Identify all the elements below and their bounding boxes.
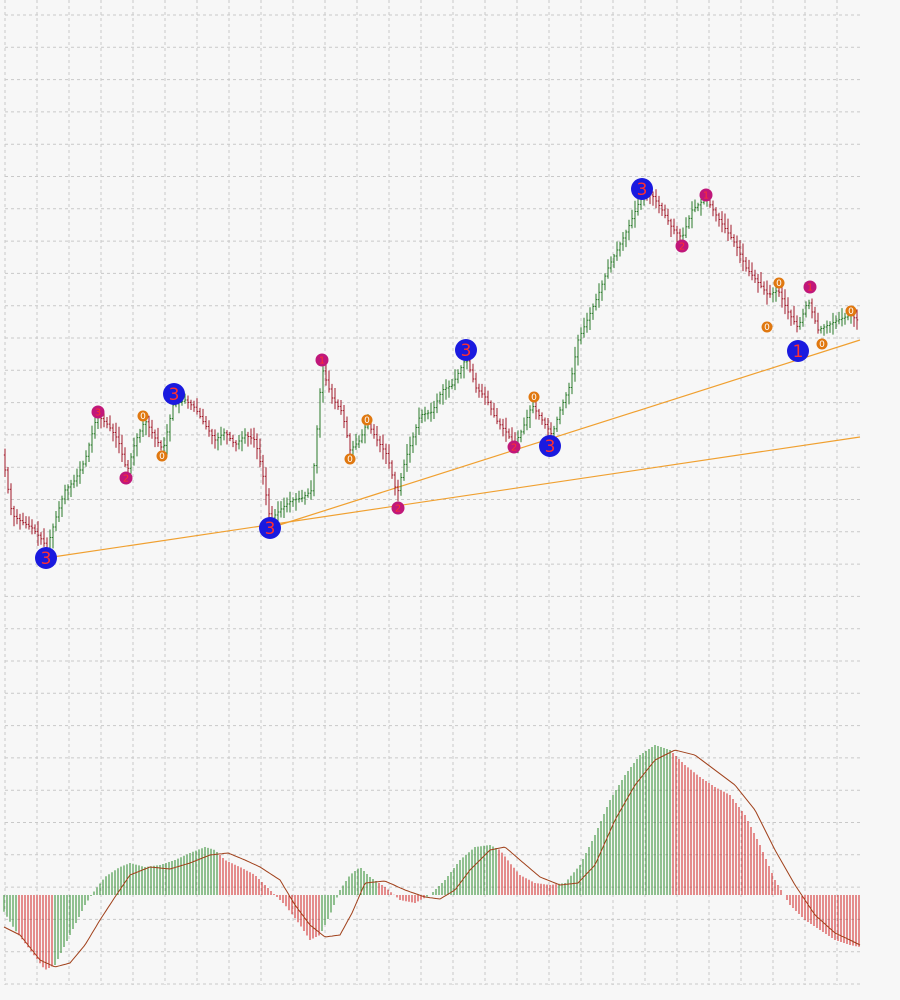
wave-marker-intermediate-label: 1 xyxy=(703,191,709,202)
wave-marker-major: 3 xyxy=(163,383,185,405)
wave-marker-minor-circle xyxy=(156,450,168,462)
wave-marker-minor-circle xyxy=(773,277,785,289)
wave-marker-intermediate-circle xyxy=(507,440,521,454)
wave-marker-intermediate-circle xyxy=(699,188,713,202)
wave-marker-minor-label: 0 xyxy=(776,279,782,289)
wave-marker-major-circle xyxy=(455,339,477,361)
wave-marker-intermediate: 1 xyxy=(315,353,329,367)
wave-marker-major-label: 3 xyxy=(265,519,276,539)
wave-marker-intermediate-circle xyxy=(675,239,689,253)
wave-marker-minor-label: 0 xyxy=(140,412,146,422)
wave-marker-intermediate: 1 xyxy=(803,280,817,294)
wave-marker-major-label: 1 xyxy=(793,342,804,362)
wave-marker-major: 1 xyxy=(787,340,809,362)
wave-marker-intermediate-label: 2 xyxy=(679,242,685,253)
wave-marker-intermediate-label: 2 xyxy=(123,474,129,485)
wave-marker-major-label: 3 xyxy=(545,437,556,457)
wave-marker-minor-label: 0 xyxy=(764,323,770,333)
wave-marker-major-label: 3 xyxy=(169,385,180,405)
trend-line xyxy=(269,339,861,529)
wave-marker-minor-circle xyxy=(137,410,149,422)
oscillator-signal-line xyxy=(3,749,861,968)
wave-marker-major-circle xyxy=(539,435,561,457)
wave-marker-minor: 0 xyxy=(773,277,785,289)
wave-marker-intermediate-circle xyxy=(119,471,133,485)
wave-marker-minor: 0 xyxy=(845,305,857,317)
wave-marker-major: 3 xyxy=(35,547,57,569)
wave-marker-major-circle xyxy=(163,383,185,405)
wave-marker-minor-circle xyxy=(816,338,828,350)
wave-marker-minor-label: 0 xyxy=(819,340,825,350)
wave-marker-intermediate: 1 xyxy=(699,188,713,202)
wave-marker-intermediate: 3 xyxy=(91,405,105,419)
wave-marker-major: 3 xyxy=(631,178,653,200)
wave-marker-major-circle xyxy=(259,517,281,539)
wave-marker-major-circle xyxy=(631,178,653,200)
wave-marker-intermediate-circle xyxy=(803,280,817,294)
wave-marker-minor-label: 0 xyxy=(347,455,353,465)
wave-marker-minor: 0 xyxy=(344,453,356,465)
wave-marker-minor-circle xyxy=(845,305,857,317)
wave-marker-major-circle xyxy=(35,547,57,569)
wave-marker-minor-label: 0 xyxy=(848,307,854,317)
wave-marker-minor: 0 xyxy=(761,321,773,333)
wave-marker-intermediate-circle xyxy=(91,405,105,419)
oscillator-histogram xyxy=(3,745,860,970)
trend-lines xyxy=(45,339,861,559)
wave-marker-intermediate: 2 xyxy=(119,471,133,485)
wave-marker-major-label: 3 xyxy=(41,549,52,569)
wave-marker-intermediate: 2 xyxy=(507,440,521,454)
grid-lines xyxy=(4,0,860,985)
wave-marker-intermediate-label: 1 xyxy=(807,283,813,294)
signal-line xyxy=(3,749,861,968)
wave-marker-intermediate-label: 3 xyxy=(95,408,101,419)
wave-marker-major: 3 xyxy=(455,339,477,361)
wave-marker-major-circle xyxy=(787,340,809,362)
wave-marker-major: 3 xyxy=(539,435,561,457)
wave-marker-major-label: 3 xyxy=(637,180,648,200)
wave-marker-minor: 0 xyxy=(528,391,540,403)
wave-marker-minor-circle xyxy=(344,453,356,465)
wave-marker-minor-label: 0 xyxy=(364,416,370,426)
wave-marker-minor: 0 xyxy=(137,410,149,422)
wave-marker-minor-label: 0 xyxy=(159,452,165,462)
wave-marker-intermediate-label: 1 xyxy=(319,356,325,367)
price-bars xyxy=(3,184,859,555)
wave-marker-major: 3 xyxy=(259,517,281,539)
wave-marker-minor: 0 xyxy=(816,338,828,350)
wave-marker-minor: 0 xyxy=(361,414,373,426)
wave-marker-intermediate-circle xyxy=(315,353,329,367)
wave-marker-intermediate: 2 xyxy=(391,501,405,515)
wave-marker-intermediate-label: 2 xyxy=(395,504,401,515)
trend-line xyxy=(45,436,861,559)
wave-marker-minor-circle xyxy=(528,391,540,403)
wave-marker-intermediate-label: 2 xyxy=(511,443,517,454)
wave-marker-minor-label: 0 xyxy=(531,393,537,403)
wave-marker-minor-circle xyxy=(761,321,773,333)
wave-marker-intermediate-circle xyxy=(391,501,405,515)
wave-marker-major-label: 3 xyxy=(461,341,472,361)
wave-marker-minor: 0 xyxy=(156,450,168,462)
wave-markers: 3 3 3 3 3 3 1 3 2 1 2 2 1 2 1 0 0 0 0 0 0 0 0 0 xyxy=(35,178,857,569)
wave-marker-minor-circle xyxy=(361,414,373,426)
wave-marker-intermediate: 2 xyxy=(675,239,689,253)
